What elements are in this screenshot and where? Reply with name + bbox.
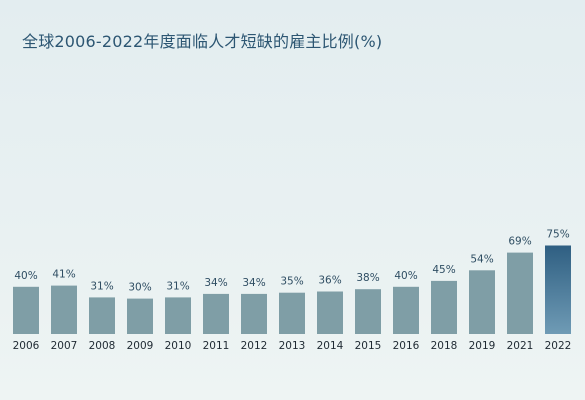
bar-2012 [241, 293, 267, 334]
value-label-2011: 34% [204, 277, 227, 289]
x-tick-2021: 2021 [507, 340, 534, 352]
bar-2018 [431, 280, 457, 334]
value-label-2021: 69% [508, 236, 531, 248]
value-label-2014: 36% [318, 275, 341, 287]
x-axis-ticks: 2006 2007 2008 2009 2010 2011 2012 2013 2014 2015… [13, 340, 572, 352]
x-tick-2019: 2019 [469, 340, 496, 352]
bar-2022 [545, 245, 571, 334]
x-tick-2022: 2022 [545, 340, 572, 352]
value-label-2010: 31% [166, 280, 189, 292]
value-label-2012: 34% [242, 277, 265, 289]
x-tick-2007: 2007 [51, 340, 78, 352]
value-label-2007: 41% [52, 269, 75, 281]
bar-2011 [203, 293, 229, 334]
x-tick-2015: 2015 [355, 340, 382, 352]
bar-2009 [127, 298, 153, 334]
value-label-2015: 38% [356, 272, 379, 284]
x-tick-2006: 2006 [13, 340, 40, 352]
value-label-2016: 40% [394, 270, 417, 282]
bar-2007 [51, 285, 77, 334]
bar-2021 [507, 252, 533, 334]
bar-2006 [13, 286, 39, 334]
x-tick-2011: 2011 [203, 340, 230, 352]
bar-2019 [469, 270, 495, 334]
bar-2008 [89, 297, 115, 334]
bar-2015 [355, 289, 381, 334]
x-tick-2016: 2016 [393, 340, 420, 352]
bar-2014 [317, 291, 343, 334]
x-tick-2018: 2018 [431, 340, 458, 352]
bar-2016 [393, 286, 419, 334]
value-label-2018: 45% [432, 264, 455, 276]
value-label-2008: 31% [90, 280, 113, 292]
bars-group [13, 245, 571, 334]
value-label-2009: 30% [128, 282, 151, 294]
chart-title: 全球2006-2022年度面临人才短缺的雇主比例(%) [22, 32, 383, 51]
value-label-2022: 75% [546, 229, 569, 241]
x-tick-2010: 2010 [165, 340, 192, 352]
value-label-2006: 40% [14, 270, 37, 282]
x-tick-2014: 2014 [317, 340, 344, 352]
bar-2010 [165, 297, 191, 334]
value-label-2019: 54% [470, 253, 493, 265]
value-label-2013: 35% [280, 276, 303, 288]
value-labels-group: 40% 41% 31% 30% 31% 34% 34% 35% 36% 38% 40% 45% 54% 6… [14, 229, 569, 294]
bar-2013 [279, 292, 305, 334]
x-tick-2012: 2012 [241, 340, 268, 352]
x-tick-2013: 2013 [279, 340, 306, 352]
x-tick-2009: 2009 [127, 340, 154, 352]
x-tick-2008: 2008 [89, 340, 116, 352]
